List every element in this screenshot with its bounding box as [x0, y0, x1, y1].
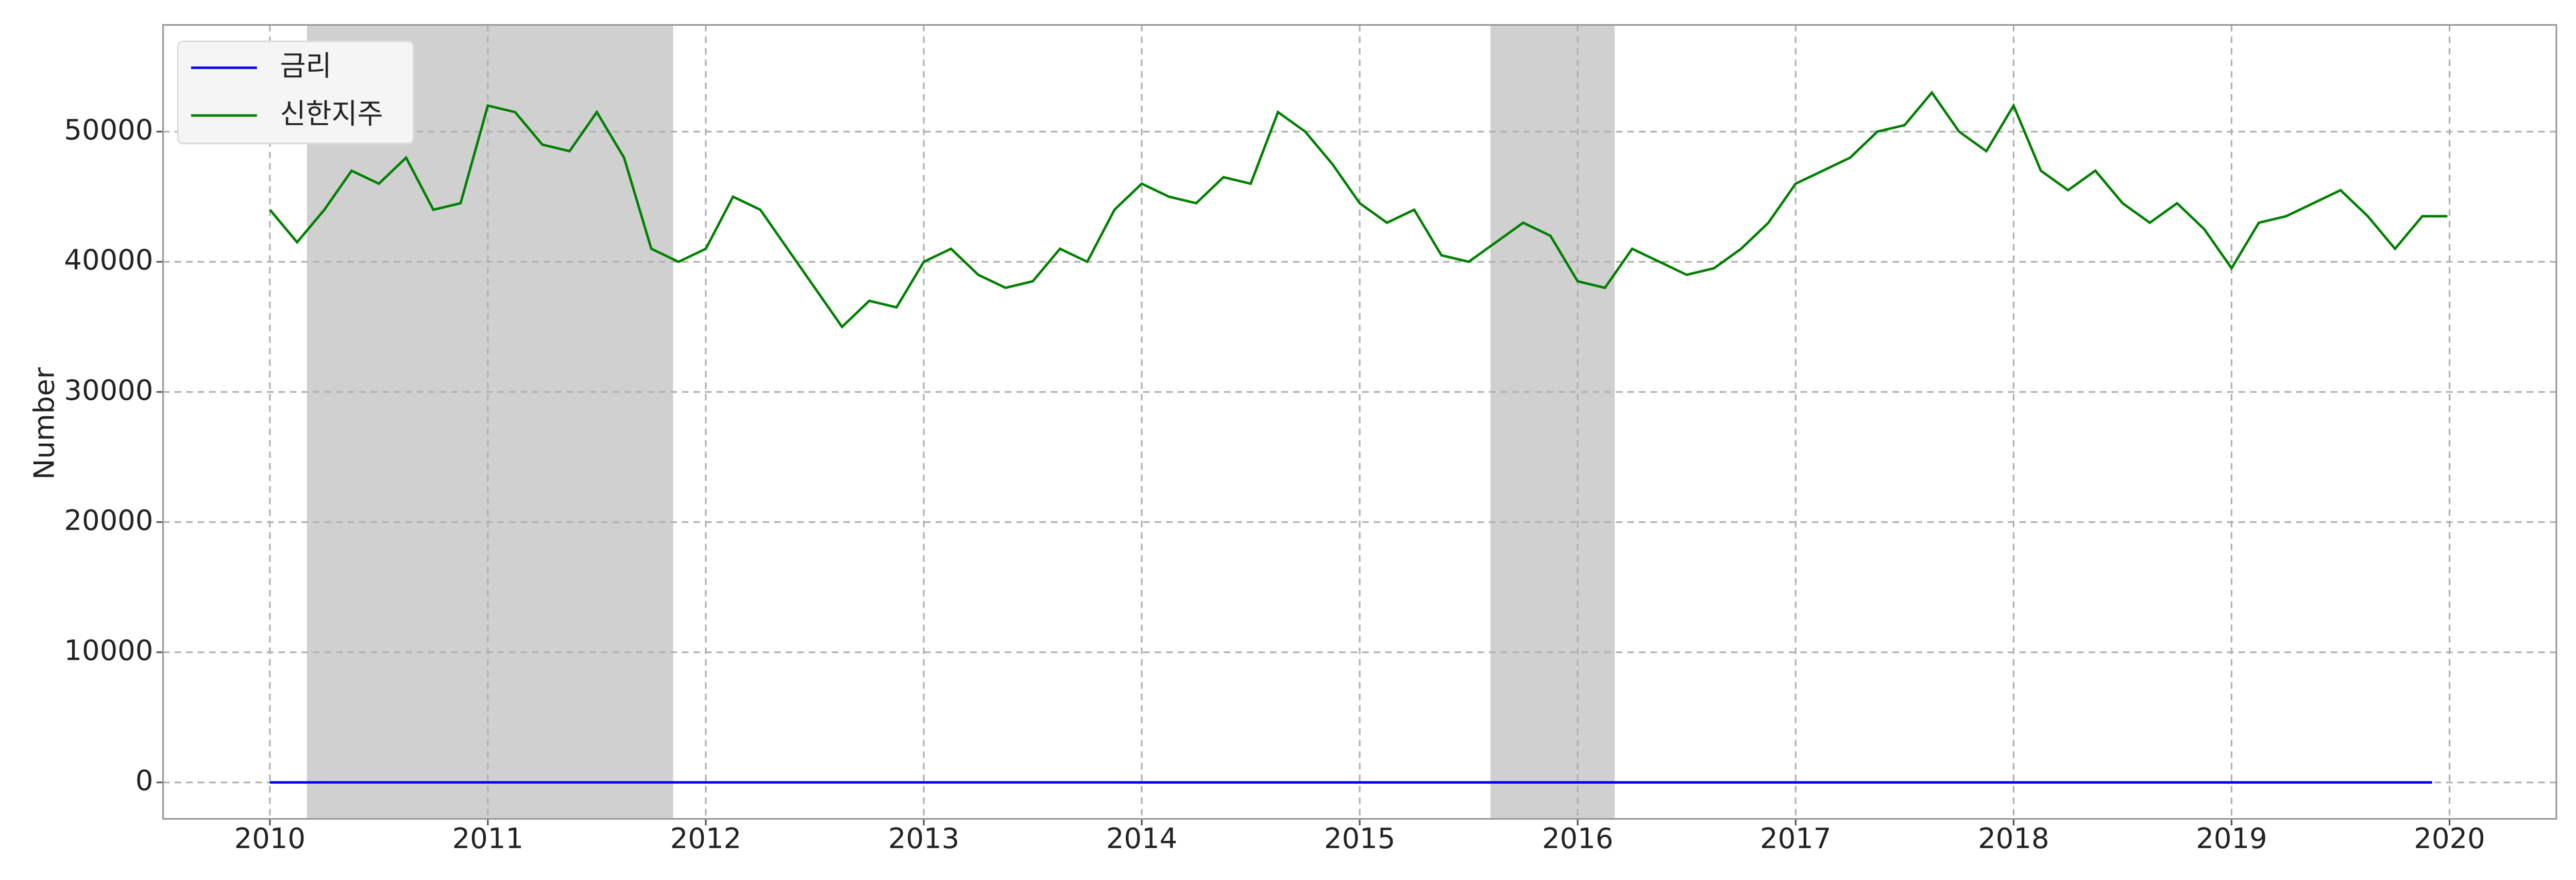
x-tick-label: 2016 — [1542, 822, 1613, 855]
series-line — [268, 90, 2448, 329]
shaded-span — [307, 25, 673, 819]
x-tick-label: 2019 — [2196, 822, 2267, 855]
y-tick-label: 10000 — [64, 634, 153, 667]
y-tick-label: 50000 — [64, 114, 153, 146]
x-tick-label: 2012 — [670, 822, 741, 855]
x-tick-label: 2020 — [2414, 822, 2485, 855]
shaded-span — [1490, 25, 1615, 819]
x-tick-label: 2018 — [1978, 822, 2049, 855]
x-tick-label: 2013 — [888, 822, 959, 855]
plot-frame — [162, 24, 2557, 820]
x-tick-label: 2010 — [234, 822, 306, 855]
x-tick-label: 2015 — [1324, 822, 1395, 855]
x-tick-label: 2014 — [1106, 822, 1177, 855]
legend-label: 신한지주 — [280, 97, 383, 130]
legend-label: 금리 — [280, 50, 332, 82]
y-tick-label: 40000 — [64, 244, 153, 276]
x-tick-label: 2011 — [452, 822, 523, 855]
y-tick-label: 20000 — [64, 504, 153, 536]
y-tick-label: 30000 — [64, 374, 153, 407]
y-axis-label: Number — [28, 367, 61, 480]
y-tick-label: 0 — [135, 765, 154, 797]
x-tick-label: 2017 — [1760, 822, 1831, 855]
